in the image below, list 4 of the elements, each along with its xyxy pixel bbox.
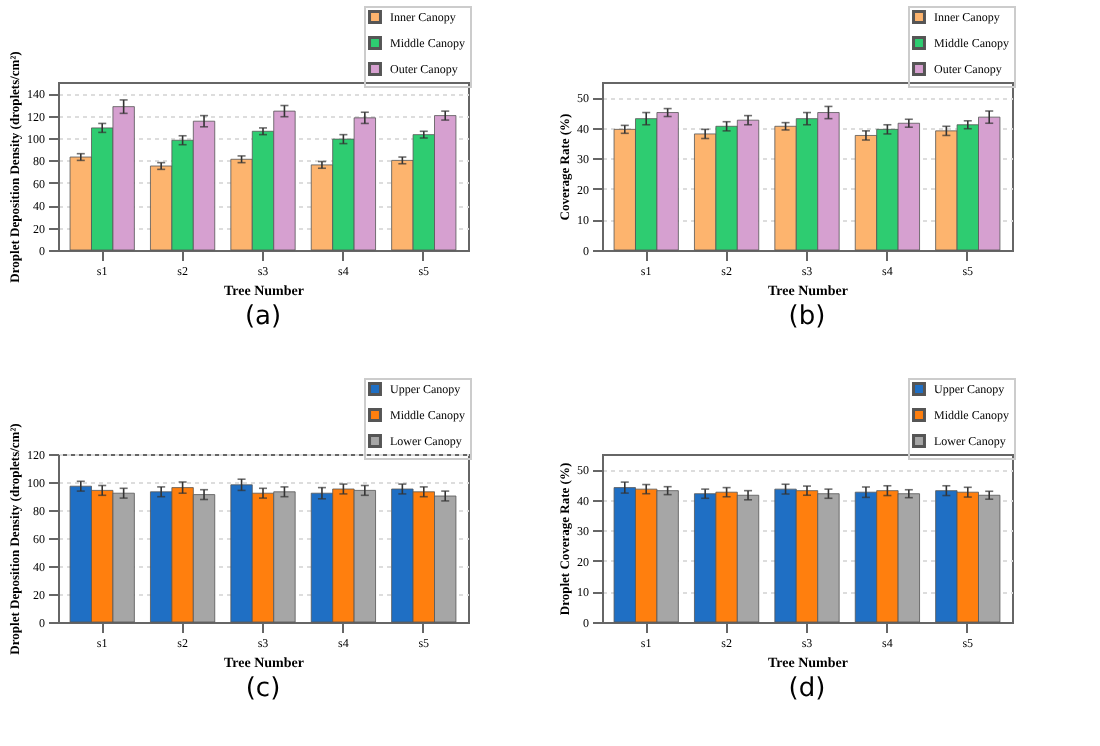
text: (b)	[788, 302, 826, 332]
text: (c)	[245, 674, 281, 704]
text: (d)	[788, 674, 826, 704]
text: (a)	[244, 302, 282, 332]
